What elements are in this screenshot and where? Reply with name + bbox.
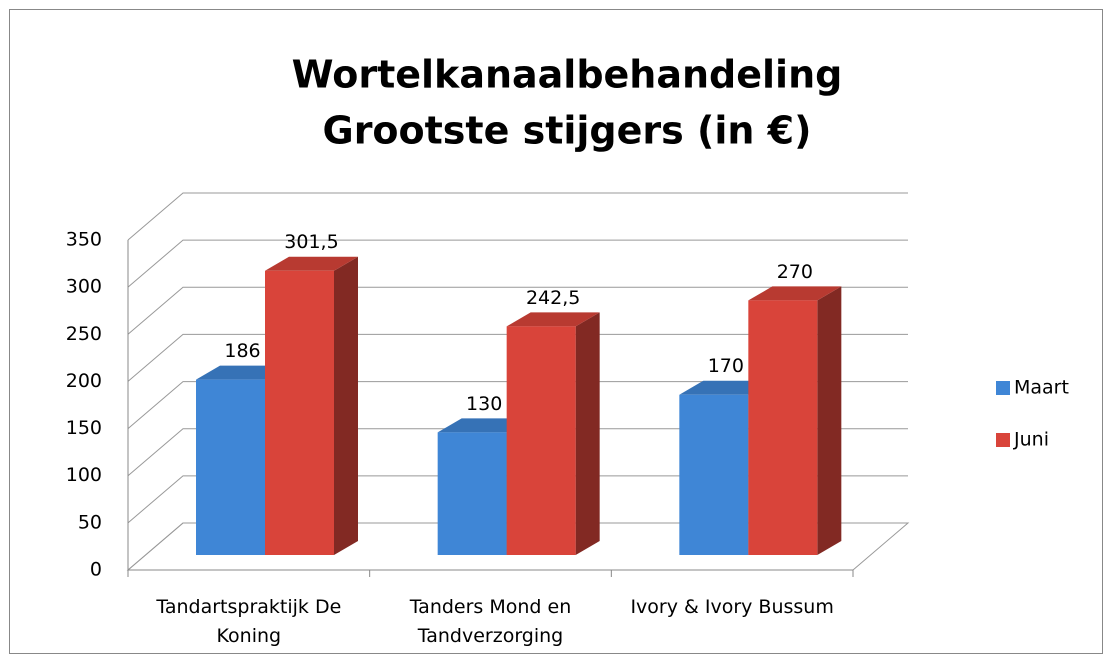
grid-line [127,239,908,288]
grid-line [127,428,908,477]
y-tick-label: 350 [66,229,102,251]
y-tick-label: 250 [66,323,102,345]
legend-swatch [996,433,1010,447]
bar [748,286,842,555]
legend-swatch [996,381,1010,395]
grid-line [127,522,908,571]
legend-label: Juni [1013,429,1049,451]
grid-line [127,286,908,335]
y-tick-label: 300 [66,276,102,298]
grid-line [127,333,908,382]
bar-side [575,312,600,555]
bar-front [196,379,265,555]
x-tick-label: Ivory & Ivory Bussum [630,596,834,618]
y-tick-label: 50 [78,511,102,533]
data-label: 270 [777,261,813,283]
bar-top [506,312,600,327]
data-label: 301,5 [284,231,338,253]
bar [265,256,358,555]
data-label: 186 [224,340,260,362]
bar-side [334,256,358,555]
grid-line [127,192,908,241]
bar-front [506,326,576,555]
bar-front [748,300,818,555]
legend-label: Maart [1014,377,1069,399]
bar-top [265,256,358,271]
y-tick-label: 200 [66,370,102,392]
bar-front [265,270,334,555]
bar [506,312,600,555]
bar-side [817,286,842,555]
x-tick-label: Tandartspraktijk De Koning [156,596,342,647]
bar-front [679,394,749,555]
bar-top [748,286,842,301]
chart-title: Grootste stijgers (in €) [323,109,812,153]
chart-title: Wortelkanaalbehandeling [292,53,843,97]
grid-line [127,475,908,524]
data-label: 242,5 [526,287,580,309]
data-label: 130 [466,393,502,415]
y-tick-label: 0 [90,559,102,581]
data-label: 170 [708,355,744,377]
bar-front [437,432,507,555]
y-tick-label: 150 [66,417,102,439]
y-tick-label: 100 [66,464,102,486]
x-tick-label: Tanders Mond en Tandverzorging [409,596,572,647]
grid-line [127,381,908,429]
